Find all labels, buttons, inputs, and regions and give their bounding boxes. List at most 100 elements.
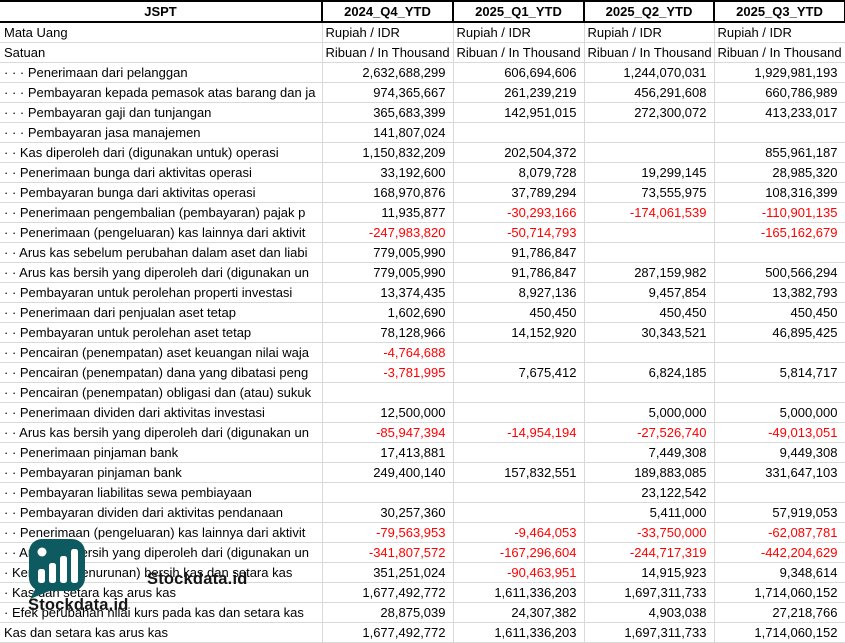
cell-value[interactable] <box>584 242 715 263</box>
ticker-header[interactable]: JSPT <box>0 0 322 23</box>
cell-value[interactable]: 9,449,308 <box>714 442 845 463</box>
cell-value[interactable] <box>584 142 715 163</box>
cell-value[interactable]: 5,000,000 <box>714 402 845 423</box>
cell-value[interactable]: -33,750,000 <box>584 522 715 543</box>
cell-value[interactable]: 189,883,085 <box>584 462 715 483</box>
cell-value[interactable]: -174,061,539 <box>584 202 715 223</box>
cell-value[interactable]: 272,300,072 <box>584 102 715 123</box>
cell-value[interactable]: 450,450 <box>584 302 715 323</box>
cell-value[interactable]: 450,450 <box>714 302 845 323</box>
cell-value[interactable]: -9,464,053 <box>453 522 585 543</box>
cell-value[interactable] <box>584 382 715 403</box>
cell-value[interactable]: 7,449,308 <box>584 442 715 463</box>
cell-value[interactable] <box>714 382 845 403</box>
row-label[interactable]: · · Penerimaan (pengeluaran) kas lainnya… <box>0 522 323 543</box>
meta-value[interactable]: Rupiah / IDR <box>322 22 454 43</box>
cell-value[interactable]: 351,251,024 <box>322 562 454 583</box>
cell-value[interactable]: 91,786,847 <box>453 262 585 283</box>
cell-value[interactable] <box>714 122 845 143</box>
cell-value[interactable]: 27,218,766 <box>714 602 845 623</box>
cell-value[interactable]: 1,602,690 <box>322 302 454 323</box>
cell-value[interactable]: 202,504,372 <box>453 142 585 163</box>
row-label[interactable]: · · · Pembayaran kepada pemasok atas bar… <box>0 82 323 103</box>
cell-value[interactable] <box>714 242 845 263</box>
row-label[interactable]: · · Pencairan (penempatan) aset keuangan… <box>0 342 323 363</box>
cell-value[interactable]: 500,566,294 <box>714 262 845 283</box>
cell-value[interactable]: 331,647,103 <box>714 462 845 483</box>
row-label[interactable]: · · Pembayaran untuk perolehan properti … <box>0 282 323 303</box>
cell-value[interactable]: -62,087,781 <box>714 522 845 543</box>
cell-value[interactable]: 855,961,187 <box>714 142 845 163</box>
row-label[interactable]: · · Penerimaan dari penjualan aset tetap <box>0 302 323 323</box>
cell-value[interactable]: 606,694,606 <box>453 62 585 83</box>
cell-value[interactable]: 450,450 <box>453 302 585 323</box>
cell-value[interactable]: 261,239,219 <box>453 82 585 103</box>
row-label[interactable]: · · Pembayaran untuk perolehan aset teta… <box>0 322 323 343</box>
row-label[interactable]: · · Penerimaan bunga dari aktivitas oper… <box>0 162 323 183</box>
cell-value[interactable]: 6,824,185 <box>584 362 715 383</box>
row-label[interactable]: · Kenaikan (penurunan) bersih kas dan se… <box>0 562 323 583</box>
cell-value[interactable] <box>453 122 585 143</box>
row-label[interactable]: · · Pembayaran pinjaman bank <box>0 462 323 483</box>
row-label[interactable]: · · Arus kas bersih yang diperoleh dari … <box>0 542 323 563</box>
cell-value[interactable]: 413,233,017 <box>714 102 845 123</box>
cell-value[interactable]: 91,786,847 <box>453 242 585 263</box>
cell-value[interactable]: 456,291,608 <box>584 82 715 103</box>
row-label[interactable]: · · Penerimaan (pengeluaran) kas lainnya… <box>0 222 323 243</box>
row-label[interactable]: · · Kas diperoleh dari (digunakan untuk)… <box>0 142 323 163</box>
cell-value[interactable] <box>584 342 715 363</box>
column-header[interactable]: 2024_Q4_YTD <box>321 0 453 23</box>
cell-value[interactable]: -85,947,394 <box>322 422 454 443</box>
cell-value[interactable]: 14,915,923 <box>584 562 715 583</box>
row-label[interactable]: · · Penerimaan pengembalian (pembayaran)… <box>0 202 323 223</box>
cell-value[interactable]: 287,159,982 <box>584 262 715 283</box>
cell-value[interactable]: 249,400,140 <box>322 462 454 483</box>
cell-value[interactable]: 779,005,990 <box>322 262 454 283</box>
row-label[interactable]: · · Pembayaran bunga dari aktivitas oper… <box>0 182 323 203</box>
cell-value[interactable]: 4,903,038 <box>584 602 715 623</box>
cell-value[interactable]: 57,919,053 <box>714 502 845 523</box>
cell-value[interactable]: -341,807,572 <box>322 542 454 563</box>
cell-value[interactable]: -14,954,194 <box>453 422 585 443</box>
row-label[interactable]: · · · Pembayaran gaji dan tunjangan <box>0 102 323 123</box>
row-label[interactable]: · · Penerimaan dividen dari aktivitas in… <box>0 402 323 423</box>
cell-value[interactable]: 23,122,542 <box>584 482 715 503</box>
row-label[interactable]: · · Pencairan (penempatan) dana yang dib… <box>0 362 323 383</box>
cell-value[interactable]: 37,789,294 <box>453 182 585 203</box>
cell-value[interactable]: -165,162,679 <box>714 222 845 243</box>
cell-value[interactable]: 13,374,435 <box>322 282 454 303</box>
cell-value[interactable]: 78,128,966 <box>322 322 454 343</box>
cell-value[interactable]: 974,365,667 <box>322 82 454 103</box>
cell-value[interactable]: -3,781,995 <box>322 362 454 383</box>
cell-value[interactable]: 24,307,382 <box>453 602 585 623</box>
row-label[interactable]: · · Pembayaran dividen dari aktivitas pe… <box>0 502 323 523</box>
cell-value[interactable]: 1,611,336,203 <box>453 582 585 603</box>
cell-value[interactable]: 157,832,551 <box>453 462 585 483</box>
cell-value[interactable]: 7,675,412 <box>453 362 585 383</box>
cell-value[interactable]: -110,901,135 <box>714 202 845 223</box>
cell-value[interactable]: 28,875,039 <box>322 602 454 623</box>
column-header[interactable]: 2025_Q2_YTD <box>583 0 714 23</box>
row-label[interactable]: · · Arus kas sebelum perubahan dalam ase… <box>0 242 323 263</box>
cell-value[interactable]: 1,714,060,152 <box>714 622 845 643</box>
cell-value[interactable]: 14,152,920 <box>453 322 585 343</box>
column-header[interactable]: 2025_Q1_YTD <box>452 0 584 23</box>
cell-value[interactable] <box>322 482 454 503</box>
cell-value[interactable]: 28,985,320 <box>714 162 845 183</box>
row-label[interactable]: · · · Pembayaran jasa manajemen <box>0 122 323 143</box>
cell-value[interactable]: -30,293,166 <box>453 202 585 223</box>
cell-value[interactable]: 30,257,360 <box>322 502 454 523</box>
cell-value[interactable]: 5,000,000 <box>584 402 715 423</box>
cell-value[interactable] <box>453 382 585 403</box>
cell-value[interactable] <box>453 502 585 523</box>
row-label[interactable]: · · Arus kas bersih yang diperoleh dari … <box>0 422 323 443</box>
cell-value[interactable] <box>453 402 585 423</box>
cell-value[interactable]: -442,204,629 <box>714 542 845 563</box>
cell-value[interactable]: 1,697,311,733 <box>584 582 715 603</box>
cell-value[interactable]: 141,807,024 <box>322 122 454 143</box>
cell-value[interactable]: -247,983,820 <box>322 222 454 243</box>
meta-value[interactable]: Rupiah / IDR <box>714 22 845 43</box>
meta-value[interactable]: Ribuan / In Thousand <box>453 42 585 63</box>
cell-value[interactable]: 2,632,688,299 <box>322 62 454 83</box>
row-label[interactable]: · · Penerimaan pinjaman bank <box>0 442 323 463</box>
